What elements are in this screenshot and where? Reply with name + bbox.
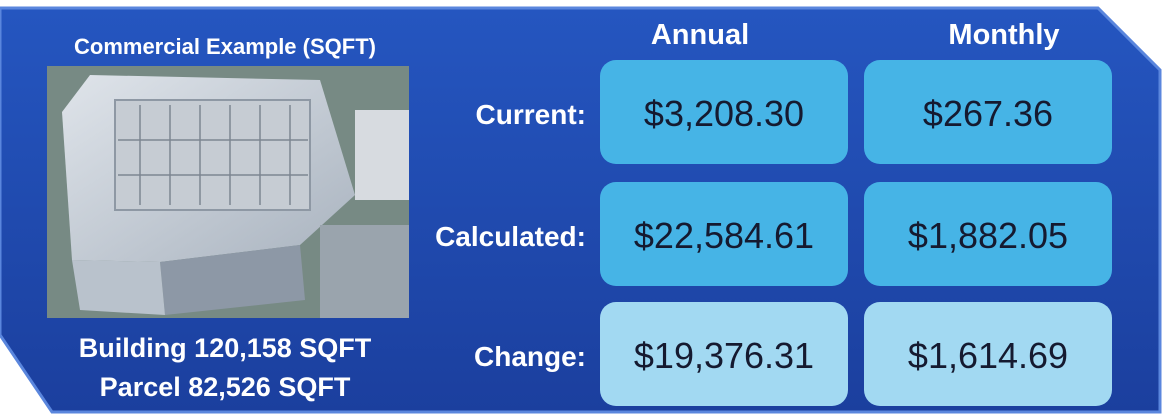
- row-label: Current:: [476, 99, 586, 130]
- row-label: Change:: [474, 341, 586, 372]
- footer-line: Building 120,158 SQFT: [79, 333, 372, 363]
- value-box: [600, 182, 848, 286]
- value: $19,376.31: [634, 335, 814, 376]
- aerial-photo: [47, 66, 409, 318]
- value-box: [864, 182, 1112, 286]
- value-box: [864, 302, 1112, 406]
- value-box: [600, 302, 848, 406]
- title: Commercial Example (SQFT): [74, 34, 376, 59]
- value: $3,208.30: [644, 93, 804, 134]
- value: $267.36: [923, 93, 1053, 134]
- value-box: [600, 60, 848, 164]
- value: $1,882.05: [908, 215, 1068, 256]
- value: $22,584.61: [634, 215, 814, 256]
- column-header: Monthly: [948, 19, 1059, 51]
- row-label: Calculated:: [435, 221, 586, 252]
- column-header: Annual: [651, 19, 749, 51]
- footer-line: Parcel 82,526 SQFT: [100, 372, 351, 402]
- value-box: [864, 60, 1112, 164]
- value: $1,614.69: [908, 335, 1068, 376]
